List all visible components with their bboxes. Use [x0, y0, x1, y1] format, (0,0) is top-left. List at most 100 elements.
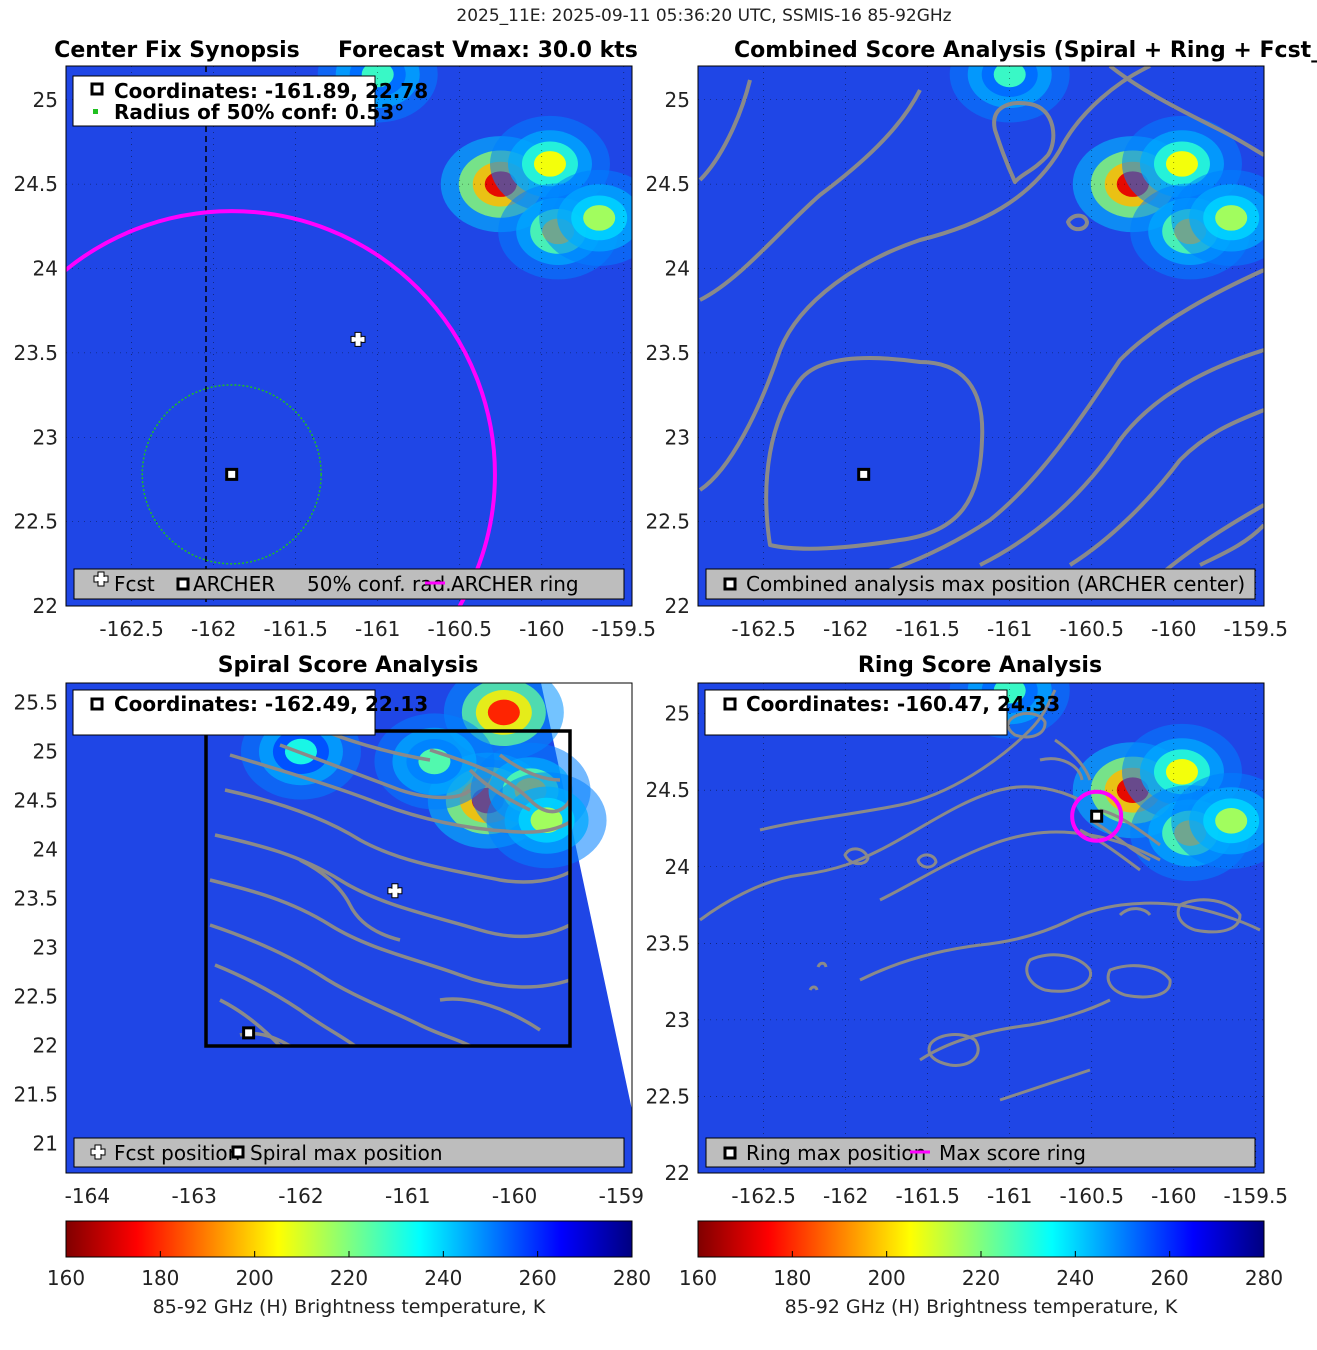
- y-tick-label: 23: [665, 1008, 690, 1032]
- info-box: Coordinates: -162.49, 22.13: [72, 689, 428, 736]
- cross-marker-fill: [388, 888, 401, 893]
- grid-lines: [698, 683, 1264, 1173]
- x-tick-label: -160.5: [427, 617, 491, 641]
- y-tick-label: 23.5: [13, 341, 58, 365]
- conf-radius-icon: [93, 109, 98, 114]
- y-tick-label: 23.5: [645, 341, 690, 365]
- fcst-marker: [350, 331, 366, 347]
- legend-ring-max: Ring max position: [746, 1141, 926, 1165]
- axes-frame: [697, 65, 1265, 607]
- x-tick-label: -160: [519, 617, 564, 641]
- archer-ring: [66, 209, 497, 606]
- x-tick-label: -161.5: [263, 617, 327, 641]
- y-tick-label: 23: [33, 425, 58, 449]
- y-tick-label: 22: [33, 594, 58, 618]
- axes-frame: [697, 682, 1265, 1174]
- y-tick-label: 22.5: [13, 510, 58, 534]
- max-score-ring: [1070, 789, 1124, 843]
- x-tick-label: -159: [599, 1184, 644, 1208]
- x-tick-label: -161: [385, 1184, 430, 1208]
- x-tick-label: -162.5: [731, 617, 795, 641]
- y-tick-label: 24.5: [13, 172, 58, 196]
- y-tick-label: 24: [33, 257, 58, 281]
- panel-title: Spiral Score Analysis: [218, 653, 479, 678]
- colorbar-tick-label: 200: [868, 1266, 906, 1290]
- x-tick-label: -160.5: [1059, 617, 1123, 641]
- coordinates-text: Coordinates: -162.49, 22.13: [114, 692, 428, 716]
- y-tick-label: 25: [33, 740, 58, 764]
- colorbar-label: 85-92 GHz (H) Brightness temperature, K: [785, 1296, 1178, 1318]
- grid-lines: [698, 66, 1264, 606]
- panel-spiral-score: Spiral Score Analysis: [13, 653, 644, 1208]
- y-tick-label: 24: [665, 855, 690, 879]
- panel-center-fix: Center Fix Synopsis Forecast Vmax: 30.0 …: [13, 38, 656, 641]
- y-tick-label: 25: [665, 88, 690, 112]
- y-tick-label: 24.5: [13, 789, 58, 813]
- colorbar-tick-label: 280: [1245, 1266, 1283, 1290]
- colorbar-tick-label: 180: [773, 1266, 811, 1290]
- x-tick-label: -162: [823, 617, 868, 641]
- colorbar-label: 85-92 GHz (H) Brightness temperature, K: [153, 1296, 546, 1318]
- suptitle: 2025_11E: 2025-09-11 05:36:20 UTC, SSMIS…: [456, 6, 951, 26]
- axes-frame: [65, 65, 633, 607]
- archer-marker-icon: [723, 697, 737, 711]
- legend-combined-max: Combined analysis max position (ARCHER c…: [746, 572, 1245, 596]
- y-tick-label: 25: [33, 88, 58, 112]
- legend-fcst-position: Fcst position: [114, 1141, 240, 1165]
- x-tick-label: -164: [65, 1184, 110, 1208]
- tb-blobs: [949, 66, 1264, 280]
- panel-title: Ring Score Analysis: [858, 653, 1102, 678]
- panel-title: Combined Score Analysis (Spiral + Ring +…: [734, 38, 1317, 63]
- panel-title: Center Fix Synopsis Forecast Vmax: 30.0 …: [54, 38, 638, 63]
- square-marker: [1090, 809, 1104, 823]
- archer-marker-icon: [176, 577, 190, 591]
- colorbar-tick-labels: 160 180 200 220 240 260 280: [47, 1251, 651, 1290]
- y-tick-labels: 22 22.5 23 23.5 24 24.5 25: [13, 88, 58, 618]
- colorbar-tick-label: 160: [47, 1266, 85, 1290]
- archer-marker: [225, 467, 239, 481]
- y-tick-label: 22.5: [645, 1084, 690, 1108]
- conf-radius-circle: [141, 384, 322, 565]
- axes-frame: [65, 682, 633, 1174]
- legend: Combined analysis max position (ARCHER c…: [705, 568, 1256, 600]
- tb-blob-layer: [993, 66, 1026, 88]
- archer-marker-icon: [723, 1146, 737, 1160]
- coordinates-text: Coordinates: -161.89, 22.78: [114, 79, 428, 103]
- x-tick-label: -160.5: [1059, 1184, 1123, 1208]
- tb-blob-layer: [1215, 808, 1248, 834]
- colorbar-tick-label: 200: [236, 1266, 274, 1290]
- x-tick-label: -162: [823, 1184, 868, 1208]
- panel-ring-score: Ring Score Analysis: [645, 653, 1288, 1208]
- y-tick-label: 25: [665, 702, 690, 726]
- y-tick-label: 24: [33, 838, 58, 862]
- x-tick-label: -161.5: [895, 1184, 959, 1208]
- x-tick-labels: -164 -163 -162 -161 -160 -159: [65, 1184, 644, 1208]
- x-tick-label: -162.5: [99, 617, 163, 641]
- score-contours: [698, 66, 1264, 597]
- legend-archer-ring: ARCHER ring: [451, 572, 579, 596]
- colorbar-tick-label: 240: [424, 1266, 462, 1290]
- x-tick-label: -161.5: [895, 617, 959, 641]
- conf-radius-text: Radius of 50% conf: 0.53°: [114, 100, 404, 124]
- colorbar-tick-label: 160: [679, 1266, 717, 1290]
- y-tick-label: 23.5: [645, 931, 690, 955]
- colorbar-tick-label: 280: [613, 1266, 651, 1290]
- spiral-contours: [209, 731, 572, 1048]
- x-tick-label: -162.5: [731, 1184, 795, 1208]
- colorbar-tick-label: 240: [1056, 1266, 1094, 1290]
- info-box: Coordinates: -161.89, 22.78 Radius of 50…: [72, 75, 428, 127]
- combined-max-marker: [857, 467, 871, 481]
- x-tick-label: -159.5: [1224, 1184, 1288, 1208]
- y-tick-label: 25.5: [13, 691, 58, 715]
- y-tick-label: 24: [665, 257, 690, 281]
- legend: Fcst position Spiral max position: [73, 1137, 625, 1168]
- tb-blob-layer: [487, 699, 520, 726]
- tb-blob-layer: [1215, 205, 1248, 231]
- cross-icon: [93, 571, 109, 587]
- archer-marker-icon: [231, 1145, 245, 1159]
- x-tick-label: -161: [987, 1184, 1032, 1208]
- legend: Fcst ARCHER 50% conf. rad. ARCHER ring: [73, 568, 625, 600]
- square-marker: [242, 1026, 256, 1040]
- panel-combined-score: Combined Score Analysis (Spiral + Ring +…: [645, 38, 1317, 641]
- tb-blob-layer: [530, 807, 563, 833]
